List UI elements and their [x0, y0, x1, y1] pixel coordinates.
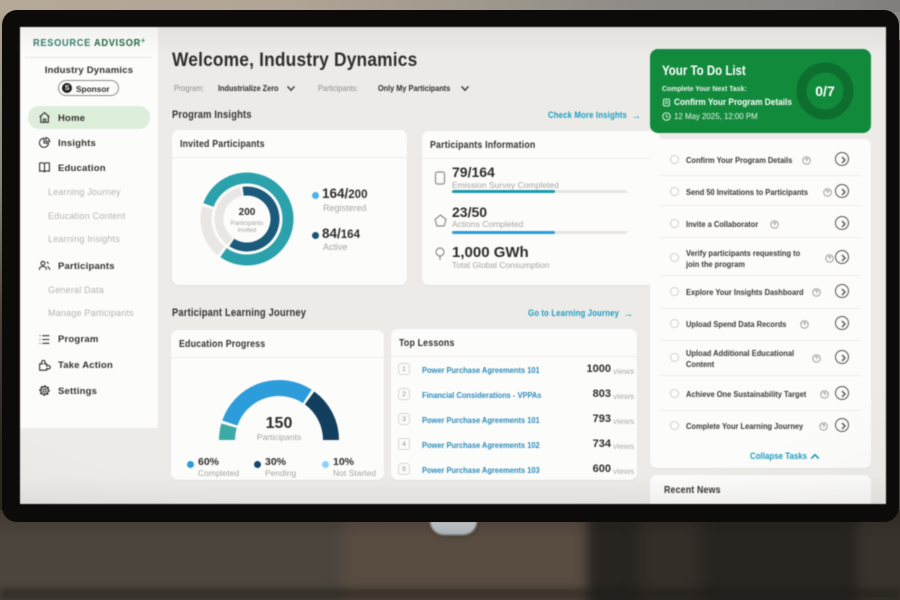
svg-text:200: 200	[239, 207, 256, 218]
svg-text:Invited: Invited	[238, 227, 257, 234]
svg-text:0/7: 0/7	[815, 83, 835, 99]
svg-text:150: 150	[266, 415, 293, 432]
svg-text:Participants: Participants	[231, 220, 264, 227]
svg-text:Participants: Participants	[257, 432, 301, 442]
